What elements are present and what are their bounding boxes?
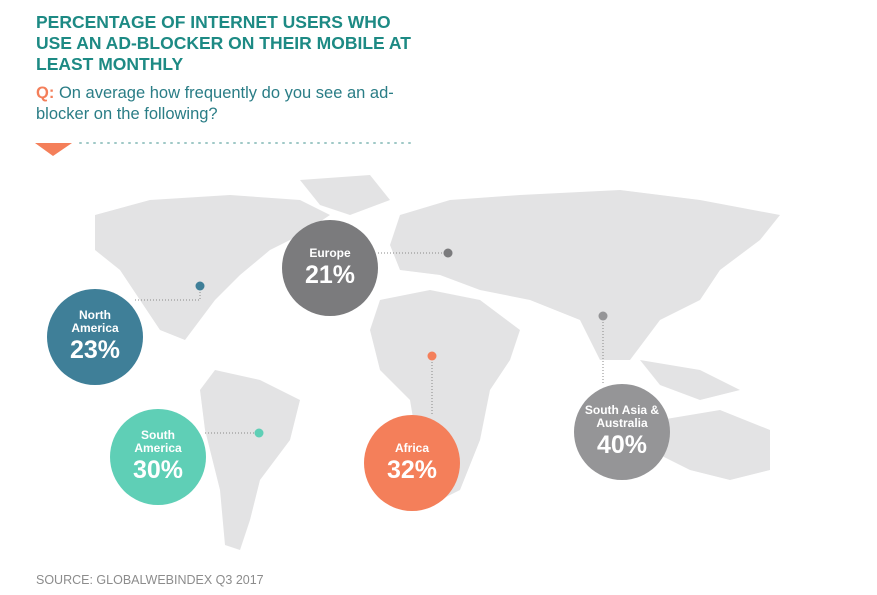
continents	[95, 175, 780, 550]
region-bubble: South Asia & Australia 40%	[574, 384, 670, 480]
region-name: South Asia & Australia	[584, 403, 660, 430]
region-name: Europe	[309, 245, 351, 260]
region-value: 40%	[596, 431, 648, 459]
location-dot	[598, 311, 608, 321]
region-value: 21%	[304, 260, 356, 289]
accent-triangle	[35, 143, 72, 156]
region-name: Africa	[394, 440, 429, 455]
region-value: 32%	[386, 455, 438, 484]
region-value: 23%	[69, 336, 121, 364]
question-text: On average how frequently do you see an …	[36, 84, 394, 123]
connectors	[135, 252, 604, 434]
location-dot	[427, 351, 437, 361]
region-name: South America	[134, 428, 182, 455]
location-dot	[254, 428, 264, 438]
location-dot	[195, 281, 205, 291]
location-dot	[443, 248, 453, 258]
region-value: 30%	[132, 456, 184, 484]
region-bubble: Africa 32%	[364, 415, 460, 511]
question: Q: On average how frequently do you see …	[36, 83, 396, 125]
region-bubble: North America 23%	[47, 289, 143, 385]
source: SOURCE: GLOBALWEBINDEX Q3 2017	[36, 573, 264, 587]
title: PERCENTAGE OF INTERNET USERS WHO USE AN …	[36, 12, 411, 74]
region-bubble: Europe 21%	[282, 220, 378, 316]
question-prefix: Q:	[36, 84, 55, 102]
region-bubble: South America 30%	[110, 409, 206, 505]
region-name: North America	[71, 308, 119, 335]
